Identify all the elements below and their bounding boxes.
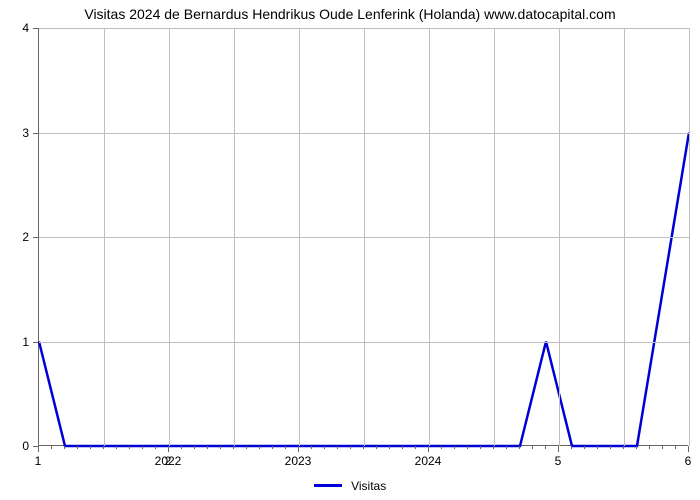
grid-horizontal: [39, 342, 689, 343]
x-tick-minor: [519, 446, 520, 449]
x-tick-minor: [441, 446, 442, 449]
x-tick-minor: [129, 446, 130, 449]
y-axis-label: 2: [0, 230, 29, 244]
x-tick-major: [298, 446, 299, 452]
x-tick-minor: [207, 446, 208, 449]
x-tick-minor: [597, 446, 598, 449]
y-tick: [33, 133, 38, 134]
x-tick-minor: [77, 446, 78, 449]
x-tick-minor: [675, 446, 676, 449]
x-tick-minor: [623, 446, 624, 449]
x-tick-minor: [194, 446, 195, 449]
x-tick-minor: [116, 446, 117, 449]
x-tick-minor: [376, 446, 377, 449]
x-tick-minor: [181, 446, 182, 449]
x-tick-minor: [90, 446, 91, 449]
x-tick-minor: [610, 446, 611, 449]
y-tick: [33, 237, 38, 238]
x-tick-minor: [51, 446, 52, 449]
x-tick-minor: [467, 446, 468, 449]
x-tick-minor: [155, 446, 156, 449]
x-tick-minor: [64, 446, 65, 449]
x-tick-minor: [220, 446, 221, 449]
x-tick-minor: [402, 446, 403, 449]
x-year-label: 2024: [415, 454, 442, 468]
x-tick-major: [688, 446, 689, 452]
x-tick-minor: [246, 446, 247, 449]
x-tick-minor: [142, 446, 143, 449]
x-axis-label: 6: [685, 454, 692, 468]
x-tick-minor: [415, 446, 416, 449]
y-axis-label: 3: [0, 126, 29, 140]
x-tick-minor: [389, 446, 390, 449]
x-tick-minor: [363, 446, 364, 449]
grid-horizontal: [39, 237, 689, 238]
x-tick-minor: [103, 446, 104, 449]
x-tick-major: [168, 446, 169, 452]
x-axis-label: 1: [35, 454, 42, 468]
grid-vertical: [689, 28, 690, 446]
x-tick-minor: [350, 446, 351, 449]
x-tick-minor: [649, 446, 650, 449]
y-tick: [33, 342, 38, 343]
chart-title: Visitas 2024 de Bernardus Hendrikus Oude…: [0, 6, 700, 22]
x-year-label: 2023: [285, 454, 312, 468]
y-axis-label: 4: [0, 21, 29, 35]
x-tick-minor: [454, 446, 455, 449]
x-year-label: 2022: [155, 454, 182, 468]
legend-swatch: [314, 484, 342, 487]
x-tick-minor: [493, 446, 494, 449]
plot-area: [38, 28, 688, 446]
x-tick-minor: [506, 446, 507, 449]
x-tick-minor: [285, 446, 286, 449]
x-tick-minor: [636, 446, 637, 449]
legend-label: Visitas: [351, 479, 386, 493]
y-axis-label: 1: [0, 335, 29, 349]
x-tick-minor: [272, 446, 273, 449]
x-axis-label: 5: [555, 454, 562, 468]
grid-horizontal: [39, 28, 689, 29]
x-tick-major: [38, 446, 39, 452]
x-tick-minor: [662, 446, 663, 449]
y-tick: [33, 28, 38, 29]
x-tick-minor: [480, 446, 481, 449]
x-tick-major: [558, 446, 559, 452]
x-tick-minor: [571, 446, 572, 449]
x-tick-minor: [311, 446, 312, 449]
x-tick-minor: [337, 446, 338, 449]
x-tick-minor: [233, 446, 234, 449]
y-axis-label: 0: [0, 439, 29, 453]
legend: Visitas: [0, 478, 700, 493]
x-tick-minor: [324, 446, 325, 449]
x-tick-major: [428, 446, 429, 452]
x-tick-minor: [584, 446, 585, 449]
x-tick-minor: [259, 446, 260, 449]
grid-horizontal: [39, 133, 689, 134]
x-tick-minor: [545, 446, 546, 449]
x-tick-minor: [532, 446, 533, 449]
